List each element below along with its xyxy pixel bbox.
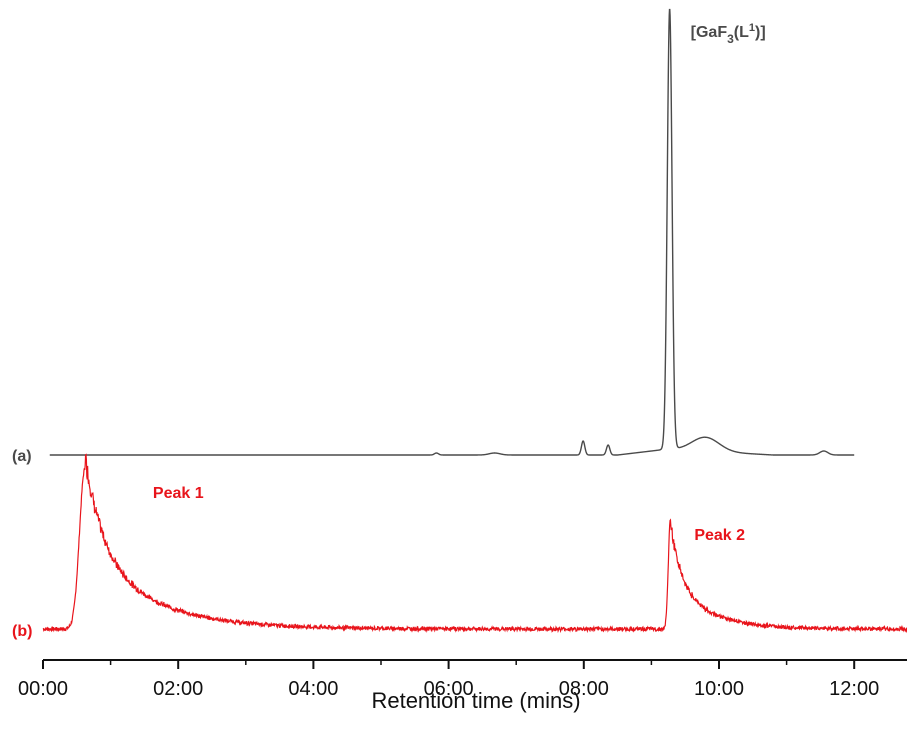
- traces: [42, 8, 907, 634]
- x-tick-label: 06:00: [424, 678, 474, 700]
- x-tick-label: 12:00: [829, 678, 879, 700]
- trace-a-line: [49, 8, 855, 456]
- peak-label-gaf3: [GaF3(L1)]: [691, 22, 766, 46]
- peak-label-1: Peak 1: [153, 485, 204, 502]
- trace-b-line: [42, 453, 907, 634]
- x-tick-label: 00:00: [18, 678, 68, 700]
- x-axis-ticks: 00:00 02:00 04:00 06:00 08:00 10:00 12:00: [18, 660, 879, 700]
- x-axis-title: Retention time (mins): [371, 688, 580, 713]
- peak-label-2: Peak 2: [694, 527, 745, 544]
- x-tick-label: 10:00: [694, 678, 744, 700]
- annotations: [GaF3(L1)] Peak 1 Peak 2: [153, 22, 766, 544]
- x-tick-label: 04:00: [288, 678, 338, 700]
- x-tick-label: 08:00: [559, 678, 609, 700]
- trace-b-label: (b): [12, 623, 32, 640]
- trace-a-label: (a): [12, 448, 32, 465]
- x-tick-label: 02:00: [153, 678, 203, 700]
